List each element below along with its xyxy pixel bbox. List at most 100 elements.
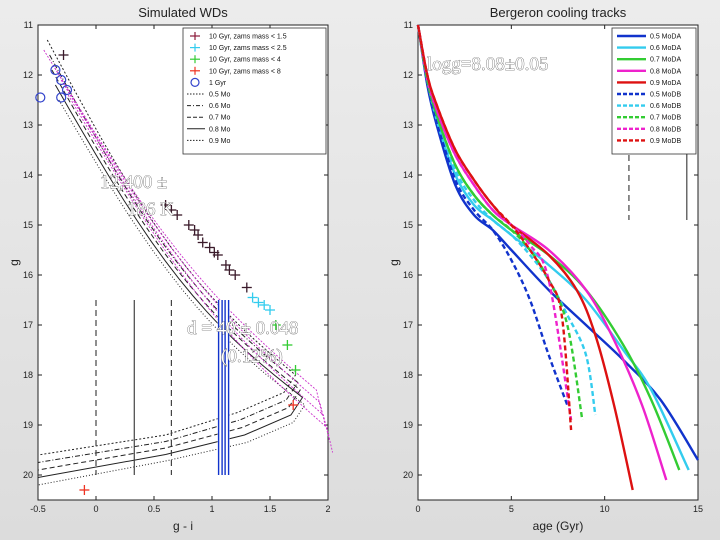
y-tick-label: 19 (23, 420, 33, 430)
data-point-plus (197, 237, 208, 248)
data-point-plus (166, 205, 177, 215)
legend-swatch (190, 77, 200, 88)
x-tick-label: 10 (600, 504, 610, 514)
data-point-circle (35, 92, 46, 103)
legend-label: 0.5 MoDA (650, 34, 681, 41)
y-tick-label: 16 (23, 270, 33, 280)
y-tick-label: 18 (403, 370, 413, 380)
legend-label: 1 Gyr (209, 80, 227, 87)
chart-panel-1: Bergeron cooling tracks 11 12 13 14 15 16 17 18 1… (387, 5, 703, 533)
y-tick-label: 15 (23, 220, 33, 230)
annotation-line: (0.12%) (221, 346, 283, 367)
legend-label: 0.9 MoDA (650, 80, 681, 87)
data-point-plus (183, 220, 194, 230)
legend-box (611, 27, 697, 155)
legend-label: 0.6 MoDB (650, 103, 681, 110)
y-tick-label: 17 (23, 320, 33, 330)
data-point-circle (61, 84, 73, 96)
chart-title: Bergeron cooling tracks (490, 5, 627, 20)
annotation-temperature: 12,400 ± 186 K (100, 172, 174, 220)
annotation-logg: logg=8.08±0.05 (427, 54, 548, 75)
y-tick-label: 17 (403, 320, 413, 330)
y-tick-label: 18 (23, 370, 33, 380)
x-tick-label: 1.5 (264, 504, 277, 514)
x-tick-label: 15 (693, 504, 703, 514)
data-point-circle (50, 64, 61, 76)
x-tick-label: -0.5 (30, 504, 46, 514)
y-tick-label: 11 (24, 20, 33, 30)
annotation-line: d = 40 ± 0.048 (187, 318, 298, 339)
data-point-plus (288, 400, 299, 410)
data-point-plus (79, 485, 90, 495)
legend-label: 0.6 Mo (209, 103, 231, 110)
model-sequence-line (37, 54, 299, 463)
y-axis-label: g (387, 259, 401, 266)
legend-box (182, 27, 327, 155)
data-point-plus (247, 292, 258, 303)
x-tick-label: 0 (415, 504, 420, 514)
model-track-magenta (67, 94, 334, 453)
legend-label: 0.9 MoDB (650, 138, 681, 145)
legend-label: 0.7 Mo (209, 115, 231, 122)
chart-title: Simulated WDs (138, 5, 228, 20)
data-point-plus (282, 340, 293, 350)
y-tick-label: 12 (403, 70, 413, 80)
legend-label: 10 Gyr, zams mass < 8 (209, 68, 281, 75)
legend-label: 0.5 MoDB (650, 92, 681, 99)
annotation-line: 12,400 ± (100, 172, 167, 193)
y-tick-label: 14 (403, 170, 413, 180)
legend-label: 0.7 MoDB (650, 115, 681, 122)
x-tick-label: 1 (209, 504, 214, 514)
data-point-plus (58, 50, 69, 60)
y-tick-label: 14 (23, 170, 33, 180)
legend-label: 0.9 Mo (209, 138, 231, 145)
model-sequence-line (37, 99, 306, 486)
y-tick-label: 15 (403, 220, 413, 230)
x-tick-label: 5 (509, 504, 514, 514)
legend-label: 0.8 Mo (209, 126, 231, 133)
data-point-plus (259, 300, 270, 310)
data-point-plus (270, 320, 281, 330)
ref-band (217, 300, 230, 475)
x-axis-label: g - i (173, 519, 193, 533)
series-line (416, 24, 700, 461)
model-sequence-line (37, 39, 297, 456)
y-axis-label: g (7, 259, 21, 266)
legend-label: 0.8 MoDB (650, 126, 681, 133)
data-point-plus (265, 305, 275, 315)
y-tick-label: 20 (23, 470, 33, 480)
data-point-plus (290, 365, 301, 375)
legend-label: 0.5 Mo (209, 92, 231, 99)
x-axis-label: age (Gyr) (533, 519, 584, 533)
model-track-magenta (60, 79, 330, 441)
y-tick-label: 13 (23, 120, 33, 130)
data-point-circle (56, 92, 67, 103)
legend-label: 10 Gyr, zams mass < 1.5 (209, 34, 287, 41)
legend-label: 0.7 MoDA (650, 57, 681, 64)
model-track-magenta (43, 49, 323, 416)
legend-label: 0.8 MoDA (650, 68, 681, 75)
y-tick-label: 20 (403, 470, 413, 480)
y-tick-label: 19 (403, 420, 413, 430)
legend-label: 10 Gyr, zams mass < 4 (209, 57, 281, 64)
y-tick-label: 11 (404, 20, 413, 30)
data-point-plus (230, 270, 241, 280)
x-tick-label: 0.5 (148, 504, 161, 514)
data-point-plus (160, 200, 171, 210)
y-tick-label: 12 (23, 70, 33, 80)
data-point-plus (193, 230, 204, 240)
data-point-plus (204, 242, 215, 253)
x-tick-label: 2 (325, 504, 330, 514)
y-tick-label: 13 (403, 120, 413, 130)
legend-label: 10 Gyr, zams mass < 2.5 (209, 45, 287, 52)
annotation-line: 186 K (127, 199, 174, 220)
data-point-plus (241, 282, 252, 293)
model-sequence-line (37, 84, 304, 478)
legend: 0.5 MoDA 0.6 MoDA 0.7 MoDA 0.8 MoDA 0.9 MoDA… (611, 27, 697, 155)
y-tick-label: 16 (403, 270, 413, 280)
data-point-circle (56, 74, 67, 86)
legend: 10 Gyr, zams mass < 1.5 10 Gyr, zams mass… (182, 27, 327, 155)
